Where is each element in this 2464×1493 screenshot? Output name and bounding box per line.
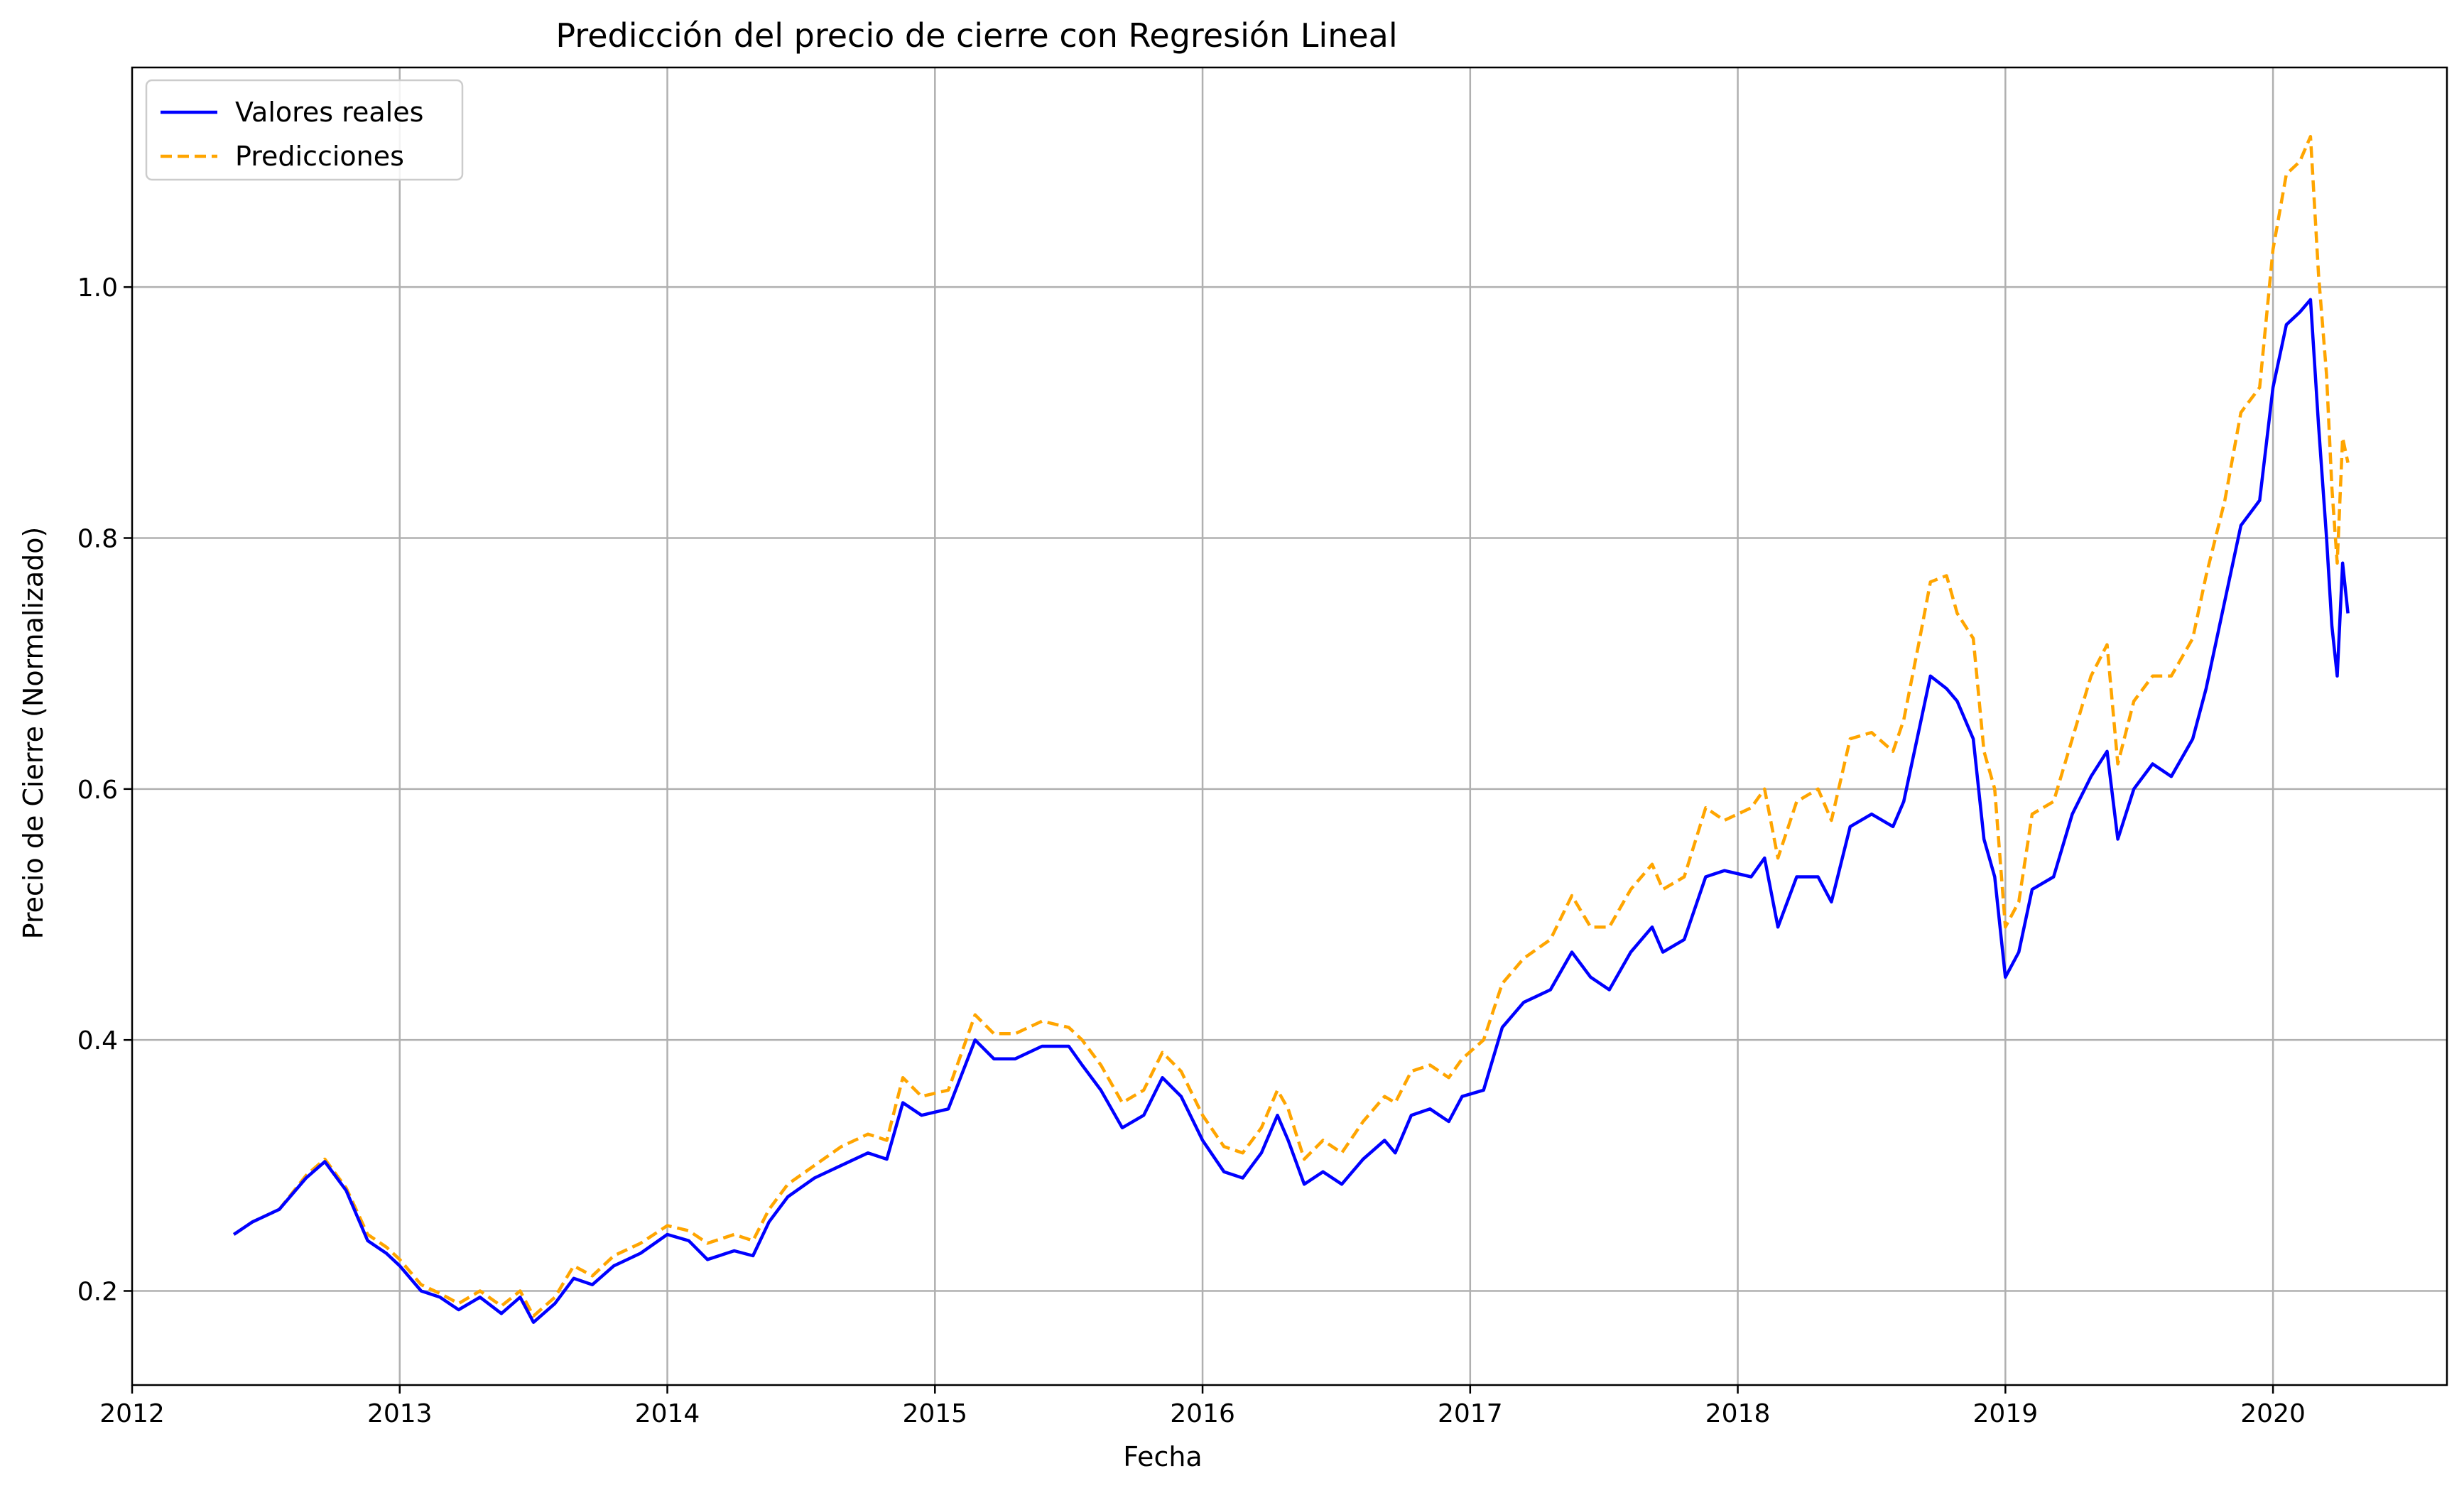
x-tick-label: 2014 (635, 1399, 700, 1428)
x-tick-label: 2020 (2240, 1399, 2306, 1428)
y-tick-label: 0.2 (77, 1278, 118, 1307)
y-tick-label: 0.8 (77, 525, 118, 554)
series-line-valores-reales (232, 298, 2350, 1324)
plot-frame (131, 66, 2448, 1386)
series-layer (232, 134, 2350, 1324)
y-tick-label: 1.0 (77, 273, 118, 303)
y-tick-label: 0.4 (77, 1026, 118, 1055)
x-tick-label: 2016 (1170, 1399, 1235, 1428)
x-tick-label: 2015 (902, 1399, 967, 1428)
legend-label: Predicciones (235, 141, 404, 172)
x-tick-label: 2019 (1973, 1399, 2039, 1428)
grid-lines (132, 67, 2447, 1385)
chart-title: Predicción del precio de cierre con Regr… (555, 16, 1397, 55)
series-line-predicciones (232, 134, 2350, 1318)
x-tick-label: 2018 (1705, 1399, 1771, 1428)
y-tick-label: 0.6 (77, 776, 118, 805)
x-tick-label: 2017 (1438, 1399, 1503, 1428)
legend: Valores reales Predicciones (145, 79, 464, 181)
y-axis-title: Precio de Cierre (Normalizado) (18, 527, 49, 940)
x-tick-label: 2013 (367, 1399, 433, 1428)
x-axis-title: Fecha (1123, 1441, 1202, 1472)
x-tick-label: 2012 (99, 1399, 165, 1428)
legend-label: Valores reales (235, 97, 423, 128)
y-axis: 0.2 0.4 0.6 0.8 1.0 (77, 273, 132, 1307)
legend-box (145, 79, 464, 181)
x-axis: 2012 2013 2014 2015 2016 2017 2018 2019 2020 (99, 1385, 2306, 1428)
